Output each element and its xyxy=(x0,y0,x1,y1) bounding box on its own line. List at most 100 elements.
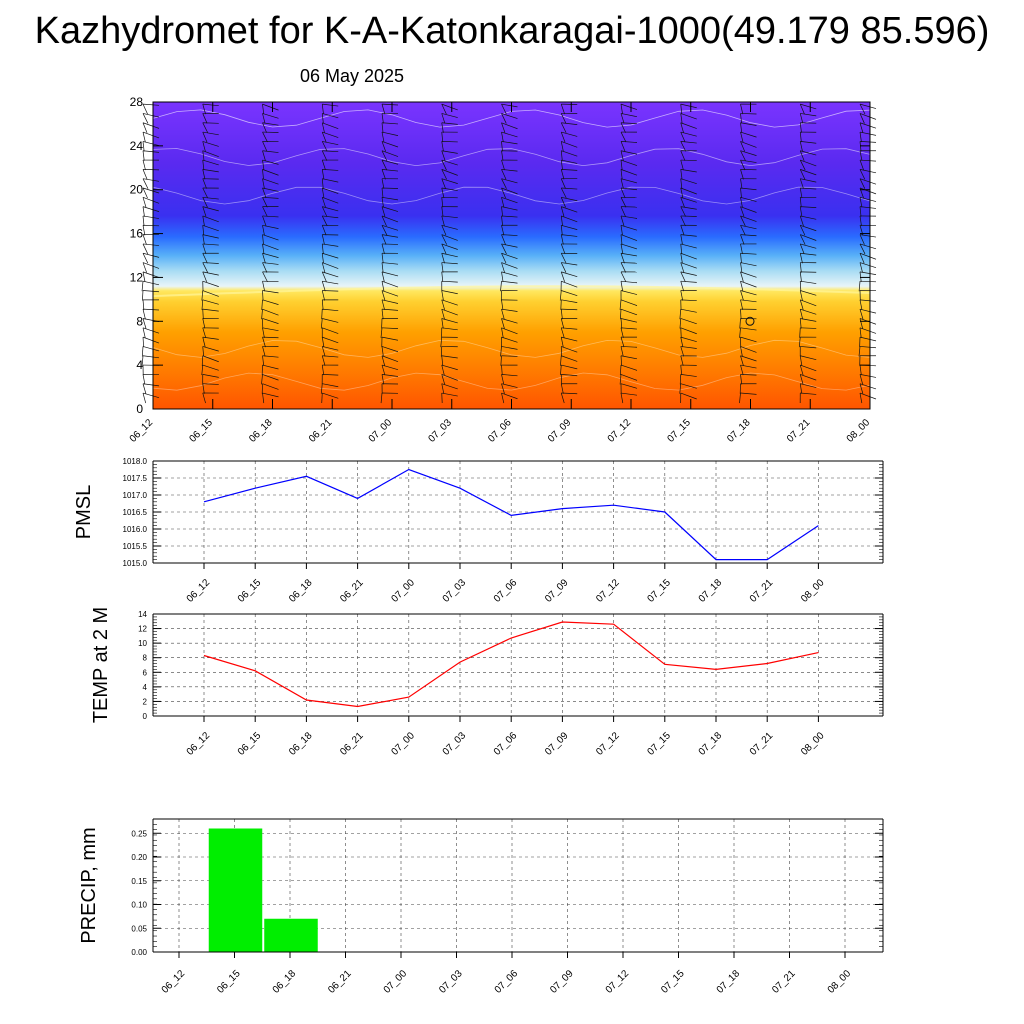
wind-barb xyxy=(142,103,148,115)
wind-barb xyxy=(441,141,444,152)
wind-barb xyxy=(859,113,865,124)
wind-barb xyxy=(262,122,267,133)
wind-barb-flag xyxy=(620,150,638,155)
wind-barb-flag xyxy=(561,215,578,223)
wind-barb-flag xyxy=(620,178,638,184)
wind-barb-flag xyxy=(561,196,578,202)
wind-barb-flag xyxy=(142,215,160,219)
wind-barb xyxy=(202,253,208,264)
wind-barb xyxy=(740,122,743,133)
wind-barb-flag xyxy=(381,196,399,201)
wind-barb xyxy=(740,169,744,180)
wind-barb xyxy=(799,281,802,292)
wind-barb xyxy=(262,262,268,273)
wind-barb xyxy=(321,234,325,245)
wind-barb-flag xyxy=(441,187,458,191)
wind-barb xyxy=(680,215,686,227)
wind-barb xyxy=(501,206,504,217)
wind-barb xyxy=(501,141,503,152)
wind-barb xyxy=(740,271,744,282)
wind-barb xyxy=(262,253,266,264)
freezing-level-contour xyxy=(152,285,871,298)
wind-barb xyxy=(859,169,866,180)
wind-barb xyxy=(560,271,565,282)
wind-barb-flag xyxy=(381,364,399,370)
wind-barb xyxy=(142,234,147,245)
precip-bar xyxy=(208,828,263,952)
wind-barb-flag xyxy=(501,280,518,284)
wind-barb-flag xyxy=(142,280,160,286)
wind-barb xyxy=(560,327,565,338)
wind-barb-flag xyxy=(322,252,339,259)
wind-barb-flag xyxy=(142,271,160,278)
wind-barb xyxy=(321,393,323,404)
wind-barb-flag xyxy=(620,383,638,389)
wind-barb-flag xyxy=(202,355,219,363)
y-tick-label: 0.15 xyxy=(131,877,147,886)
y-tick-label: 16 xyxy=(130,227,144,241)
x-tick-label: 08_00 xyxy=(799,577,827,605)
wind-barb xyxy=(501,225,505,236)
wind-barb-flag xyxy=(322,327,339,334)
wind-barb-flag xyxy=(142,122,160,129)
wind-barb-flag xyxy=(800,355,817,360)
wind-barb xyxy=(500,281,502,292)
wind-barb-flag xyxy=(620,290,638,295)
wind-barb xyxy=(501,234,506,245)
x-tick-label: 06_15 xyxy=(236,577,264,605)
wind-barb xyxy=(262,392,265,404)
wind-barb-flag xyxy=(740,187,757,191)
y-tick-label: 1015.5 xyxy=(123,542,148,551)
wind-barb xyxy=(680,150,686,161)
wind-barb-flag xyxy=(740,234,757,237)
wind-barb xyxy=(680,113,683,124)
wind-barb-flag xyxy=(262,383,279,390)
wind-barb xyxy=(142,337,144,348)
wind-barb xyxy=(799,364,804,376)
x-tick-label: 07_21 xyxy=(770,968,798,996)
wind-barb-flag xyxy=(142,141,160,146)
wind-barb-flag xyxy=(680,215,697,217)
wind-barb xyxy=(859,271,862,282)
x-tick-label: 06_21 xyxy=(307,417,335,445)
wind-barb xyxy=(381,141,386,152)
wind-barb-flag xyxy=(561,234,578,237)
wind-barb-flag xyxy=(262,327,279,332)
wind-barb xyxy=(620,243,624,254)
y-axis-label: PRECIP, mm xyxy=(78,827,100,943)
wind-barb xyxy=(441,309,445,320)
wind-barb xyxy=(262,281,266,292)
wind-barb-flag xyxy=(561,169,578,171)
wind-barb xyxy=(202,337,206,348)
wind-barb-flag xyxy=(800,103,817,110)
wind-barb-flag xyxy=(202,364,219,371)
wind-barb-flag xyxy=(262,392,279,398)
wind-barb-flag xyxy=(322,169,339,171)
wind-barb-flag xyxy=(142,243,160,246)
wind-barb xyxy=(620,104,623,115)
wind-barb-flag xyxy=(441,113,458,118)
wind-barb xyxy=(202,122,209,133)
wind-barb xyxy=(441,169,447,180)
wind-barb xyxy=(799,206,803,217)
wind-barb-flag xyxy=(680,299,697,302)
wind-barb xyxy=(381,169,386,180)
wind-barb xyxy=(859,365,862,376)
wind-barb xyxy=(501,103,507,115)
wind-barb xyxy=(321,187,325,199)
wind-barb-flag xyxy=(740,252,757,255)
wind-barb xyxy=(680,365,683,376)
wind-barb-flag xyxy=(441,327,458,331)
wind-barb xyxy=(262,346,266,357)
y-tick-label: 14 xyxy=(138,610,147,619)
wind-barb xyxy=(620,318,623,329)
x-tick-label: 07_12 xyxy=(594,577,622,605)
wind-barb xyxy=(142,309,146,320)
wind-barb-flag xyxy=(561,206,578,213)
wind-barb xyxy=(679,318,682,329)
y-tick-label: 0.20 xyxy=(131,853,147,862)
wind-barb xyxy=(740,253,742,264)
wind-barb xyxy=(202,169,206,180)
wind-barb xyxy=(560,383,564,394)
wind-barb xyxy=(501,365,503,376)
